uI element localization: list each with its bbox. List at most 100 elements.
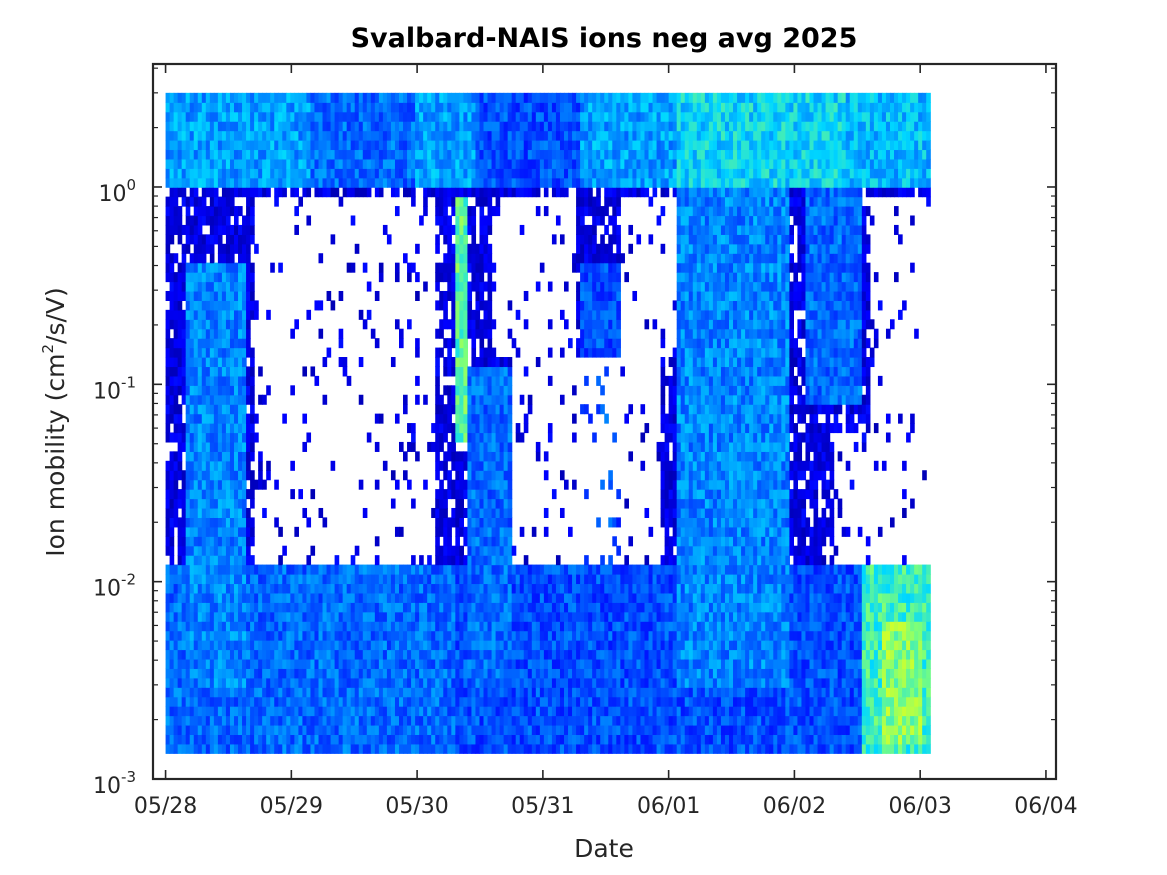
heatmap-cell [451,621,456,632]
heatmap-cell [193,668,199,679]
heatmap-cell [181,724,187,736]
heatmap-cell [499,470,505,481]
heatmap-cell [338,92,344,103]
heatmap-cell [378,262,384,273]
heatmap-cell [217,724,223,736]
heatmap-cell [302,574,308,585]
heatmap-cell [386,592,392,603]
heatmap-cell [483,517,489,528]
heatmap-cell [495,140,501,151]
heatmap-cell [382,706,388,717]
heatmap-cell [258,706,263,717]
heatmap-cell [507,451,513,462]
heatmap-cell [475,404,481,415]
heatmap-cell [205,621,211,632]
heatmap-cell [189,347,195,358]
heatmap-cell [495,121,501,132]
heatmap-cell [181,715,187,726]
heatmap-cell [246,583,251,594]
heatmap-cell [543,92,549,103]
heatmap-cell [217,432,223,443]
heatmap-cell [306,187,312,198]
heatmap-cell [169,234,175,245]
heatmap-cell [499,149,505,160]
heatmap-cell [459,215,464,226]
heatmap-cell [584,92,589,103]
heatmap-cell [197,111,203,122]
heatmap-cell [366,621,372,632]
heatmap-cell [217,470,223,481]
heatmap-cell [298,611,304,622]
heatmap-cell [382,102,388,113]
heatmap-cell [572,574,577,585]
heatmap-cell [306,555,312,566]
heatmap-cell [254,743,259,754]
heatmap-cell [221,743,227,754]
heatmap-cell [177,234,183,245]
heatmap-cell [286,177,291,188]
heatmap-cell [302,168,308,179]
heatmap-cell [378,187,384,198]
heatmap-cell [310,140,316,151]
heatmap-cell [338,338,344,349]
heatmap-cell [443,592,448,603]
heatmap-cell [185,243,191,254]
heatmap-cell [294,630,299,641]
heatmap-cell [539,611,545,622]
heatmap-cell [487,281,493,292]
heatmap-cell [165,498,171,509]
heatmap-cell [229,545,235,556]
heatmap-cell [229,224,235,235]
heatmap-cell [238,300,243,311]
heatmap-cell [447,404,452,415]
heatmap-cell [443,734,448,745]
heatmap-cell [221,630,227,641]
heatmap-cell [407,734,412,745]
heatmap-cell [580,300,585,311]
heatmap-cell [435,92,440,103]
heatmap-cell [370,734,376,745]
heatmap-cell [403,187,408,198]
heatmap-cell [298,724,304,736]
heatmap-cell [419,696,424,707]
heatmap-cell [238,696,243,707]
heatmap-cell [483,413,489,424]
heatmap-cell [177,290,183,301]
heatmap-cell [213,724,219,736]
heatmap-cell [487,272,493,283]
heatmap-cell [439,564,444,575]
heatmap-cell [451,130,456,141]
heatmap-cell [229,592,235,603]
heatmap-cell [185,555,191,566]
heatmap-cell [576,102,581,113]
heatmap-cell [463,158,469,169]
heatmap-cell [169,545,175,556]
heatmap-cell [189,526,195,537]
heatmap-cell [523,187,529,198]
heatmap-cell [419,158,424,169]
heatmap-cell [483,262,489,273]
heatmap-cell [225,677,231,688]
heatmap-cell [427,564,432,575]
heatmap-cell [439,649,444,660]
heatmap-cell [242,592,247,603]
heatmap-cell [302,583,308,594]
heatmap-cell [197,564,203,575]
heatmap-cell [278,121,283,132]
heatmap-cell [201,290,207,301]
heatmap-cell [173,658,179,669]
heatmap-cell [185,168,191,179]
heatmap-cell [455,611,460,622]
heatmap-cell [169,583,175,594]
heatmap-cell [423,564,428,575]
heatmap-cell [201,489,207,500]
heatmap-cell [298,489,304,500]
heatmap-cell [185,592,191,603]
heatmap-cell [419,215,424,226]
heatmap-cell [358,658,364,669]
heatmap-cell [427,668,432,679]
heatmap-cell [225,394,231,405]
heatmap-cell [205,536,211,547]
heatmap-cell [519,432,525,443]
heatmap-cell [213,187,219,198]
